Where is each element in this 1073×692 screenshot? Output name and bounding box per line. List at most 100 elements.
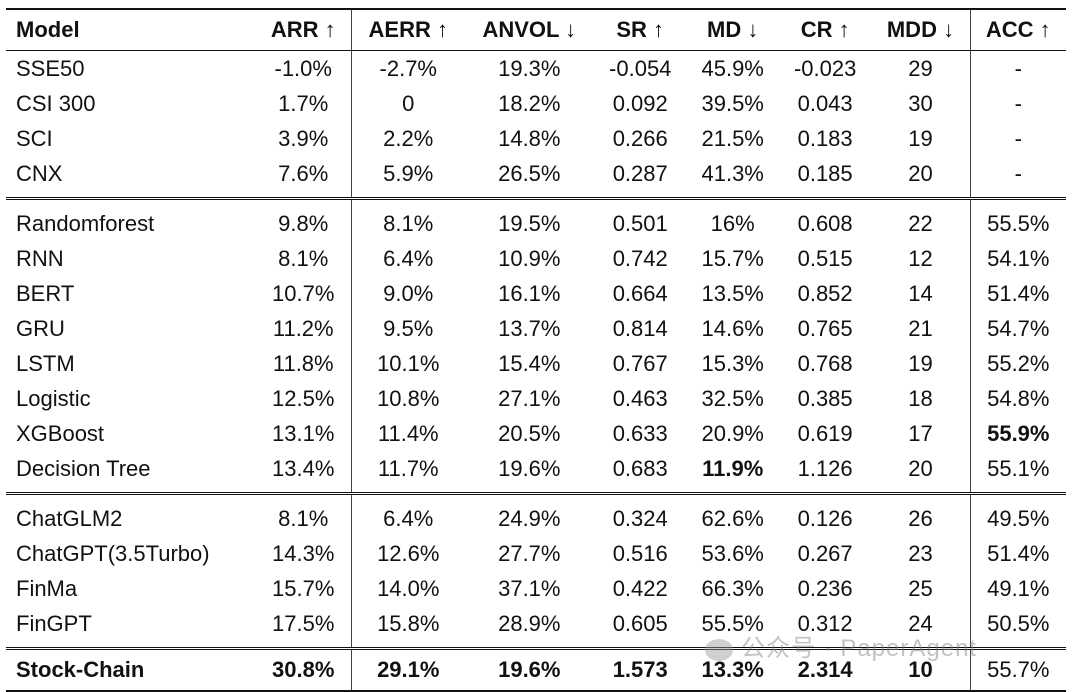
cell-arr: 30.8%: [255, 647, 352, 692]
cell-acc: -: [1014, 90, 1022, 116]
cell-anvol: 10.9%: [498, 245, 561, 271]
table-row: CSI 300 1.7% 0 18.2% 0.092 39.5% 0.043 30 -: [6, 86, 1066, 121]
cell-anvol: 13.7%: [498, 315, 561, 341]
table-row: LSTM 11.8% 10.1% 15.4% 0.767 15.3% 0.768 19 55.2…: [6, 346, 1066, 381]
cell-cr: 0.126: [778, 492, 872, 536]
cell-aerr: 11.7%: [377, 455, 439, 481]
cell-aerr: -2.7%: [379, 55, 437, 81]
table-row: Logistic 12.5% 10.8% 27.1% 0.463 32.5% 0.385 18…: [6, 381, 1066, 416]
header-anvol: ANVOL ↓: [464, 8, 594, 51]
cell-cr: 0.183: [797, 125, 853, 151]
cell-md: 16%: [686, 197, 779, 241]
cell-aerr: 29.1%: [351, 647, 465, 692]
cell-model: FinMa: [16, 575, 78, 601]
cell-arr: 10.7%: [255, 276, 352, 311]
cell-arr: 1.7%: [255, 86, 352, 121]
cell-aerr: 10.8%: [377, 385, 440, 411]
cell-anvol: 37.1%: [498, 575, 561, 601]
cell-arr: 11.8%: [255, 346, 352, 381]
cell-anvol: 18.2%: [498, 90, 561, 116]
cell-sr: 1.573: [594, 647, 687, 692]
cell-sr: 0.605: [612, 610, 668, 636]
cell-aerr: 14.0%: [377, 575, 440, 601]
cell-mdd: 12: [871, 241, 971, 276]
cell-acc: 55.7%: [970, 647, 1066, 692]
cell-mdd: 20: [871, 451, 971, 494]
cell-sr: 0.287: [612, 160, 668, 186]
table-row: CNX 7.6% 5.9% 26.5% 0.287 41.3% 0.185 20 -: [6, 156, 1066, 199]
cell-model: ChatGLM2: [6, 492, 256, 536]
cell-aerr: 8.1%: [351, 197, 465, 241]
header-mdd: MDD ↓: [871, 8, 971, 51]
cell-cr: 0.619: [797, 420, 853, 446]
cell-anvol: 19.6%: [498, 455, 561, 481]
table-row: RNN 8.1% 6.4% 10.9% 0.742 15.7% 0.515 12 54.1%: [6, 241, 1066, 276]
cell-mdd: 21: [871, 311, 971, 346]
cell-model: Decision Tree: [16, 455, 151, 481]
cell-acc: 51.4%: [987, 280, 1050, 306]
header-cr: CR ↑: [778, 8, 872, 51]
cell-aerr: 5.9%: [383, 160, 434, 186]
cell-mdd: 19: [871, 346, 971, 381]
cell-arr: -1.0%: [255, 50, 352, 86]
cell-sr: 0.463: [612, 385, 668, 411]
header-sr: SR ↑: [594, 8, 687, 51]
cell-md: 53.6%: [701, 540, 764, 566]
cell-mdd: 26: [871, 492, 971, 536]
cell-acc: 55.9%: [987, 420, 1050, 446]
cell-cr: 0.768: [797, 350, 853, 376]
cell-arr: 13.4%: [255, 451, 352, 494]
cell-md: 13.5%: [701, 280, 764, 306]
cell-mdd: 14: [871, 276, 971, 311]
cell-acc: 55.2%: [987, 350, 1050, 376]
table-row: ChatGLM2 8.1% 6.4% 24.9% 0.324 62.6% 0.126 26 49…: [6, 492, 1066, 536]
table-row: Randomforest 9.8% 8.1% 19.5% 0.501 16% 0.608 22…: [6, 197, 1066, 241]
cell-md: 21.5%: [701, 125, 764, 151]
cell-md: 15.3%: [701, 350, 764, 376]
cell-arr: 8.1%: [255, 241, 352, 276]
table-row: GRU 11.2% 9.5% 13.7% 0.814 14.6% 0.765 21 54.7%: [6, 311, 1066, 346]
header-model: Model: [6, 8, 256, 51]
cell-model: XGBoost: [16, 420, 105, 446]
header-arr: ARR ↑: [255, 8, 352, 51]
cell-arr: 9.8%: [255, 197, 352, 241]
cell-aerr: 6.4%: [351, 492, 465, 536]
cell-sr: 0.092: [612, 90, 668, 116]
table-row: FinMa 15.7% 14.0% 37.1% 0.422 66.3% 0.236 25 49.…: [6, 571, 1066, 606]
cell-anvol: 19.6%: [464, 647, 594, 692]
cell-arr: 3.9%: [255, 121, 352, 156]
cell-md: 11.9%: [702, 455, 764, 481]
cell-sr: 0.501: [594, 197, 687, 241]
cell-sr: 0.324: [594, 492, 687, 536]
cell-cr: 0.312: [797, 610, 853, 636]
cell-acc: 54.7%: [987, 315, 1050, 341]
header-acc: ACC ↑: [970, 8, 1066, 51]
cell-acc: 54.1%: [987, 245, 1050, 271]
cell-mdd: 18: [871, 381, 971, 416]
cell-model: Logistic: [16, 385, 91, 411]
cell-cr: 0.043: [797, 90, 853, 116]
cell-acc: -: [1014, 160, 1022, 186]
cell-aerr: 9.5%: [383, 315, 434, 341]
cell-sr: 0.742: [612, 245, 668, 271]
results-table: Model ARR ↑ AERR ↑ ANVOL ↓ SR ↑ MD ↓ CR …: [6, 8, 1066, 692]
cell-anvol: 20.5%: [498, 420, 561, 446]
cell-arr: 7.6%: [255, 156, 352, 199]
cell-cr: -0.023: [793, 55, 857, 81]
cell-aerr: 11.4%: [377, 420, 439, 446]
cell-aerr: 2.2%: [383, 125, 434, 151]
cell-arr: 14.3%: [255, 536, 352, 571]
cell-md: 55.5%: [701, 610, 764, 636]
cell-acc: 55.5%: [970, 197, 1066, 241]
cell-anvol: 28.9%: [498, 610, 561, 636]
cell-aerr: 9.0%: [383, 280, 434, 306]
table-row: SSE50 -1.0% -2.7% 19.3% -0.054 45.9% -0.023 29 -: [6, 50, 1066, 86]
cell-sr: 0.683: [612, 455, 668, 481]
cell-md: 13.3%: [686, 647, 779, 692]
cell-cr: 1.126: [797, 455, 853, 481]
cell-sr: 0.633: [612, 420, 668, 446]
cell-mdd: 17: [871, 416, 971, 451]
cell-anvol: 15.4%: [498, 350, 561, 376]
cell-md: 62.6%: [686, 492, 779, 536]
cell-anvol: 16.1%: [498, 280, 561, 306]
